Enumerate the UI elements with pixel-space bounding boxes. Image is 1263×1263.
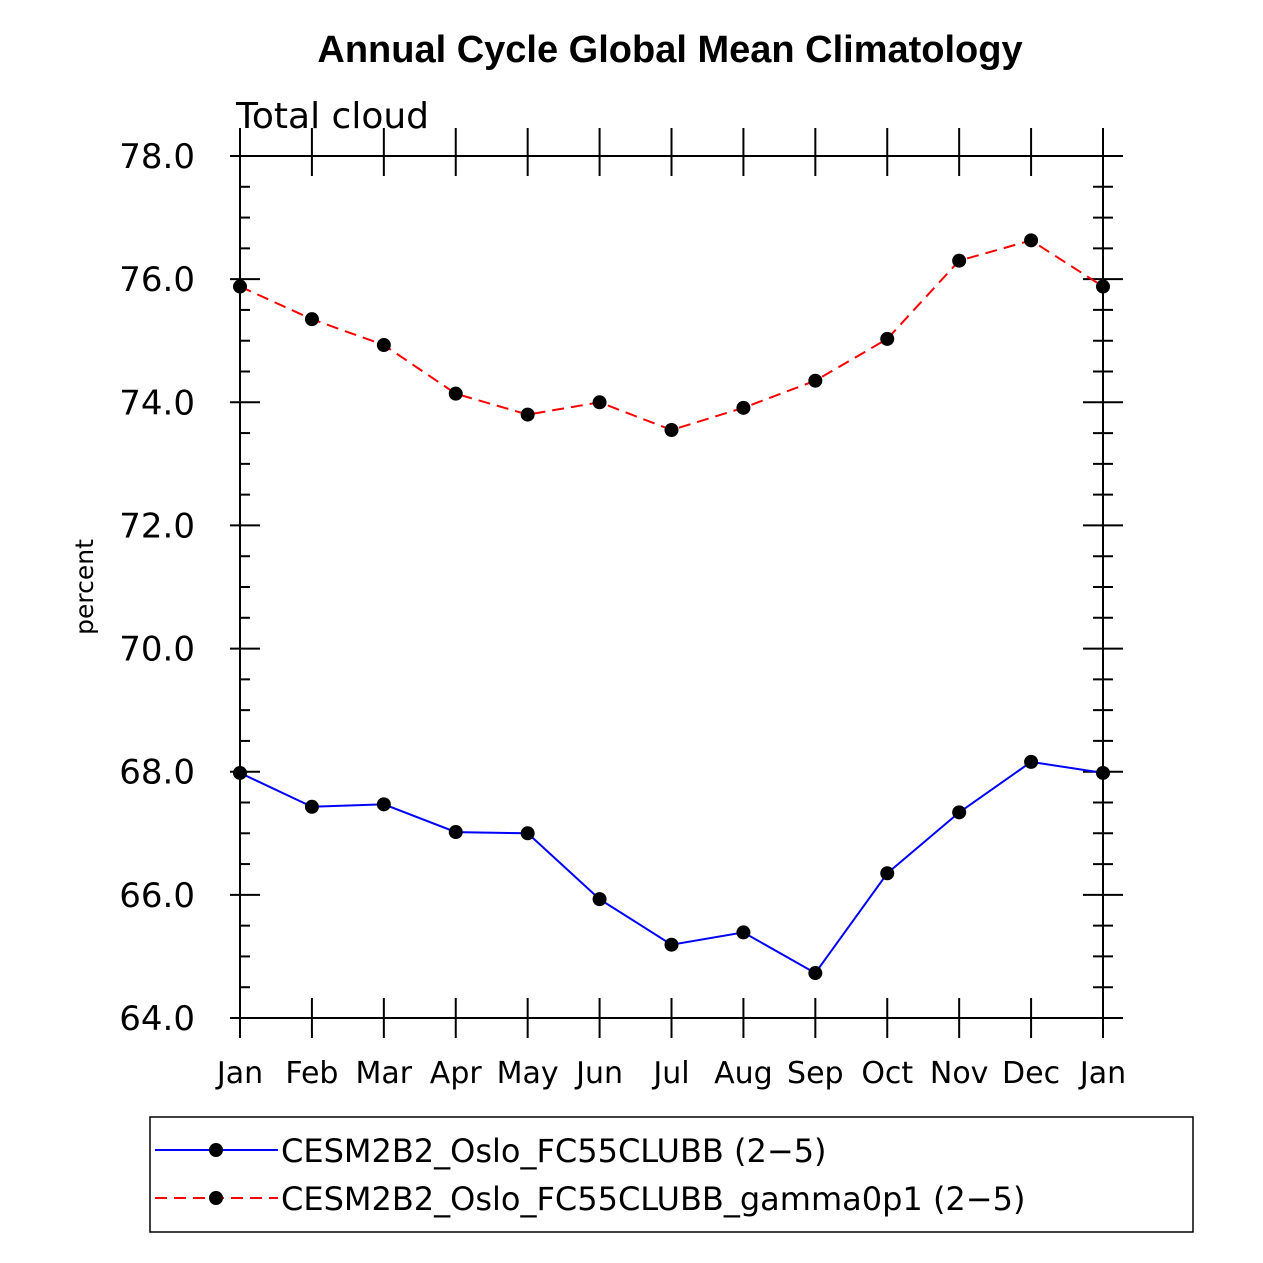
legend-box — [149, 1116, 1194, 1233]
y-tick-label: 68.0 — [119, 753, 195, 793]
y-tick-label: 76.0 — [119, 260, 195, 300]
data-point — [880, 331, 895, 346]
y-tick-labels: 64.0 66.0 68.0 70.0 72.0 74.0 76.0 78.0 — [119, 137, 195, 1039]
data-point — [233, 765, 247, 780]
chart-subtitle: Total cloud — [235, 96, 429, 137]
plot-frame — [239, 155, 1104, 1019]
legend: CESM2B2_Oslo_FC55CLUBB (2−5) CESM2B2_Oslo… — [155, 1132, 1025, 1218]
chart-title: Annual Cycle Global Mean Climatology — [317, 29, 1022, 71]
data-point — [592, 892, 607, 907]
y-tick-label: 66.0 — [119, 876, 195, 916]
x-tick-labels: Jan Feb Mar Apr May Jun Jul Aug Sep Oct Nov Dec Jan — [215, 1056, 1126, 1091]
data-point — [664, 422, 679, 437]
data-point — [952, 253, 967, 268]
data-point — [520, 826, 535, 841]
x-tick-label: Sep — [787, 1056, 844, 1091]
x-tick-label: Nov — [930, 1056, 989, 1091]
x-tick-label: Apr — [430, 1056, 483, 1091]
data-point — [664, 937, 679, 952]
x-tick-label: Jul — [651, 1056, 689, 1091]
data-point — [1024, 754, 1039, 769]
y-tick-label: 72.0 — [119, 506, 195, 546]
y-axis-label: percent — [70, 539, 99, 635]
series-line — [239, 239, 1104, 432]
data-point — [376, 797, 391, 812]
x-tick-label: Jun — [574, 1056, 623, 1091]
x-tick-label: Jan — [215, 1056, 263, 1091]
data-point — [880, 866, 895, 881]
data-point — [592, 395, 607, 410]
x-tick-label: May — [497, 1056, 559, 1091]
y-tick-label: 70.0 — [119, 630, 195, 670]
series-layer — [233, 233, 1110, 981]
legend-marker — [209, 1191, 223, 1205]
axis-ticks — [230, 128, 1123, 1038]
y-tick-label: 78.0 — [119, 137, 195, 177]
data-point — [1096, 279, 1110, 294]
x-tick-label: Aug — [714, 1056, 773, 1091]
data-point — [808, 966, 823, 981]
data-point — [1096, 765, 1110, 780]
data-point — [808, 373, 823, 388]
legend-marker — [209, 1143, 223, 1157]
x-tick-label: Oct — [861, 1056, 913, 1091]
y-tick-label: 64.0 — [119, 999, 195, 1039]
legend-label: CESM2B2_Oslo_FC55CLUBB_gamma0p1 (2−5) — [281, 1180, 1025, 1218]
data-point — [304, 799, 319, 814]
data-point — [952, 805, 967, 820]
data-point — [736, 925, 751, 940]
x-tick-label: Dec — [1002, 1056, 1060, 1091]
data-point — [448, 386, 463, 401]
data-point — [376, 338, 391, 353]
x-tick-label: Mar — [356, 1056, 413, 1091]
x-tick-label: Feb — [285, 1056, 338, 1091]
data-point — [233, 279, 247, 294]
data-point — [448, 825, 463, 840]
y-tick-label: 74.0 — [119, 383, 195, 423]
data-point — [304, 312, 319, 327]
x-tick-label: Jan — [1078, 1056, 1126, 1091]
legend-label: CESM2B2_Oslo_FC55CLUBB (2−5) — [281, 1132, 827, 1170]
data-point — [736, 400, 751, 415]
data-point — [520, 407, 535, 422]
data-point — [1024, 233, 1039, 248]
